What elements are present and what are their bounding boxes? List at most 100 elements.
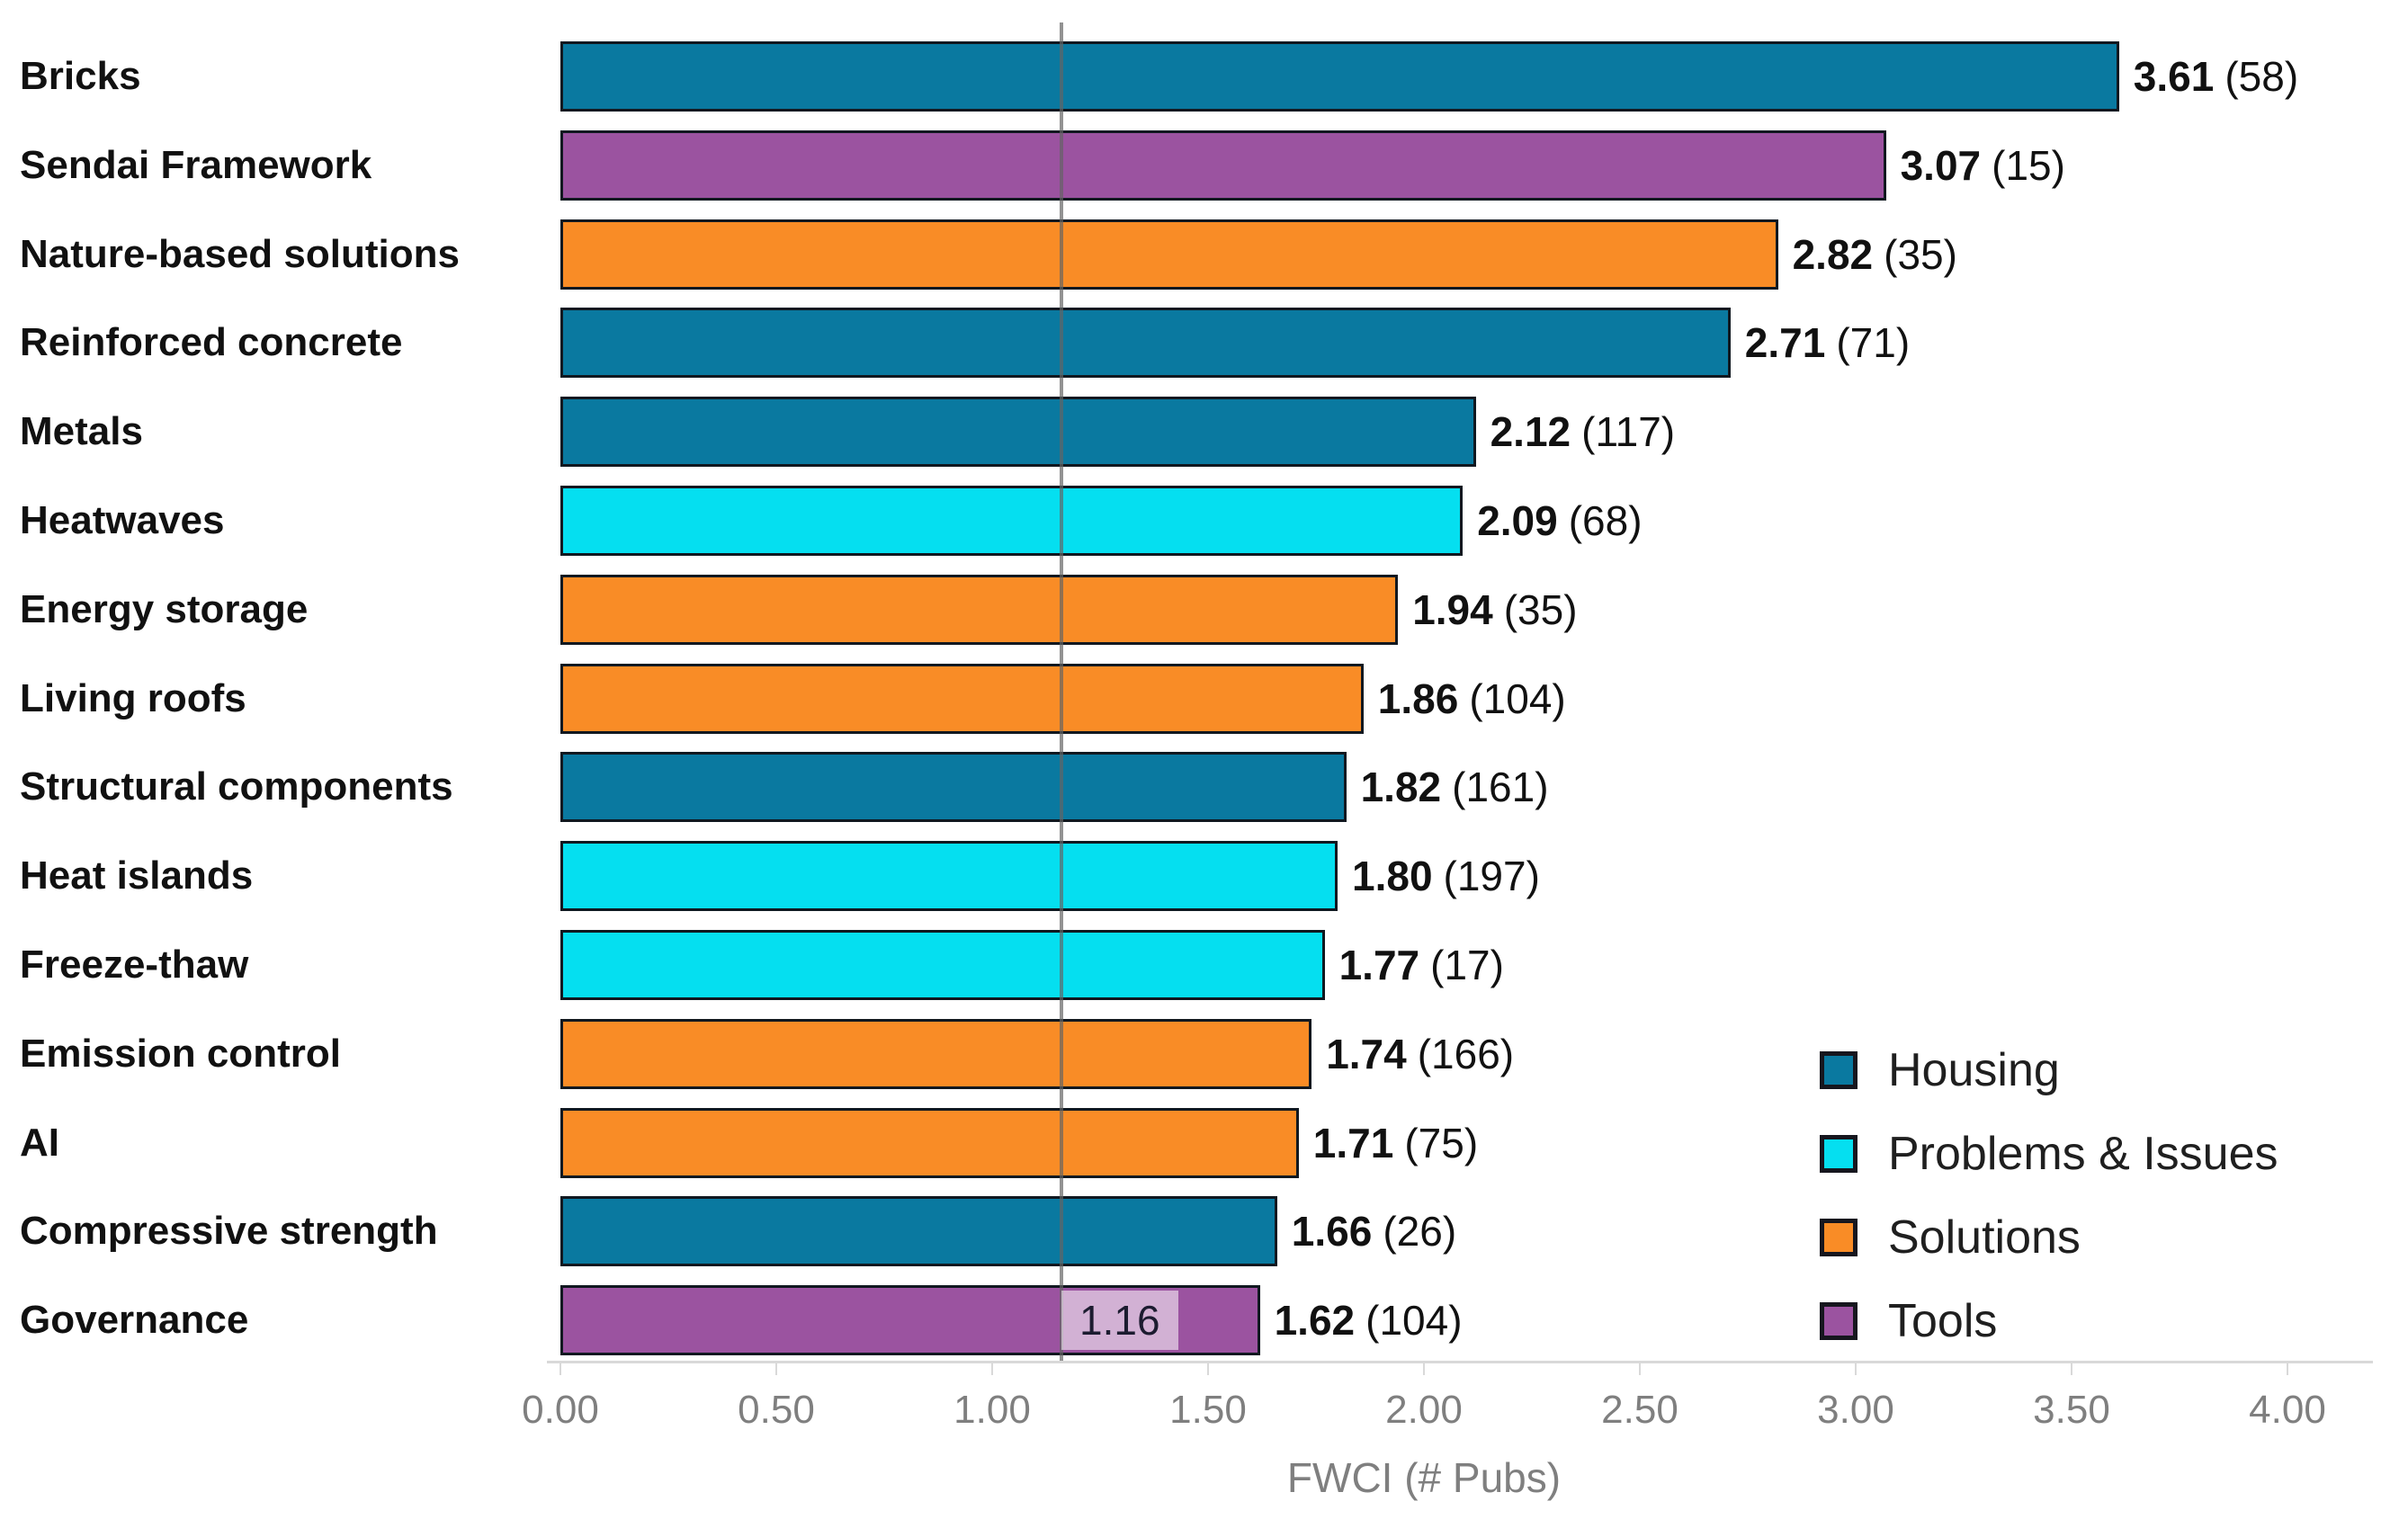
category-label: Compressive strength [20, 1209, 438, 1254]
value-number: 1.86 [1377, 675, 1459, 722]
category-label: Governance [20, 1298, 249, 1343]
x-tick-label: 2.00 [1385, 1388, 1463, 1432]
bar [560, 308, 1731, 379]
x-axis-line [547, 1361, 2373, 1363]
value-pub-count: (71) [1836, 319, 1911, 367]
legend-item: Problems & Issues [1820, 1127, 2278, 1181]
x-tick-label: 1.00 [953, 1388, 1031, 1432]
value-number: 1.82 [1360, 764, 1442, 811]
value-label: 2.09 (68) [1477, 486, 1642, 556]
legend-item: Solutions [1820, 1211, 2081, 1264]
bar [560, 397, 1476, 468]
legend-swatch-icon [1820, 1219, 1857, 1256]
x-tick-label: 3.50 [2033, 1388, 2110, 1432]
category-label: Nature-based solutions [20, 231, 460, 276]
bar [560, 663, 1364, 734]
legend-swatch-icon [1820, 1302, 1857, 1340]
value-label: 1.86 (104) [1378, 664, 1566, 734]
value-pub-count: (104) [1365, 1297, 1463, 1345]
value-label: 1.62 (104) [1275, 1285, 1463, 1355]
value-number: 2.09 [1477, 497, 1558, 544]
x-tick-label: 0.00 [522, 1388, 599, 1432]
category-label: Metals [20, 409, 143, 454]
category-label: Heat islands [20, 853, 254, 898]
value-number: 2.12 [1490, 408, 1571, 456]
bar [560, 130, 1886, 201]
bar [560, 1018, 1312, 1089]
x-tick-label: 4.00 [2249, 1388, 2326, 1432]
value-pub-count: (68) [1568, 497, 1643, 544]
x-tick-label: 0.50 [738, 1388, 815, 1432]
x-tick-mark [1207, 1361, 1209, 1375]
value-label: 2.71 (71) [1745, 308, 1910, 378]
value-pub-count: (17) [1430, 942, 1504, 988]
bar [560, 1196, 1277, 1267]
value-number: 1.94 [1412, 585, 1493, 633]
value-label: 1.77 (17) [1339, 930, 1504, 1000]
value-label: 1.71 (75) [1313, 1108, 1478, 1178]
value-pub-count: (75) [1404, 1119, 1479, 1166]
value-pub-count: (166) [1417, 1030, 1515, 1077]
value-number: 2.82 [1792, 230, 1874, 278]
value-number: 1.71 [1312, 1119, 1394, 1166]
value-number: 1.62 [1274, 1297, 1356, 1345]
value-pub-count: (26) [1383, 1208, 1457, 1255]
category-label: Living roofs [20, 675, 246, 720]
bar [560, 486, 1464, 556]
bar [560, 574, 1399, 645]
value-number: 1.77 [1338, 942, 1420, 988]
x-tick-mark [2287, 1361, 2288, 1375]
category-label: Bricks [20, 54, 141, 98]
x-tick-label: 3.00 [1817, 1388, 1894, 1432]
value-label: 2.82 (35) [1793, 219, 1957, 290]
value-label: 1.66 (26) [1292, 1196, 1456, 1266]
category-label: Freeze-thaw [20, 943, 249, 987]
value-pub-count: (161) [1452, 764, 1549, 811]
reference-line [1059, 22, 1063, 1361]
category-label: Sendai Framework [20, 142, 372, 187]
value-label: 3.61 (58) [2134, 41, 2298, 112]
bar [560, 41, 2119, 112]
category-label: Reinforced concrete [20, 320, 403, 365]
category-label: AI [20, 1120, 59, 1165]
category-label: Energy storage [20, 586, 309, 631]
legend-label: Housing [1888, 1044, 2060, 1096]
bar [560, 219, 1778, 290]
x-tick-mark [559, 1361, 561, 1375]
legend-label: Solutions [1888, 1211, 2081, 1264]
value-label: 1.82 (161) [1361, 752, 1549, 822]
x-tick-mark [1423, 1361, 1425, 1375]
value-pub-count: (35) [1884, 230, 1957, 278]
x-tick-mark [775, 1361, 777, 1375]
value-number: 1.74 [1326, 1030, 1407, 1077]
value-label: 1.94 (35) [1412, 575, 1577, 645]
x-axis-title: FWCI (# Pubs) [1286, 1454, 1562, 1501]
bar [560, 930, 1325, 1000]
x-tick-mark [2071, 1361, 2072, 1375]
value-pub-count: (35) [1503, 585, 1578, 633]
legend-item: Housing [1820, 1043, 2060, 1097]
bar [560, 1107, 1299, 1178]
legend-swatch-icon [1820, 1051, 1857, 1089]
reference-line-label: 1.16 [1061, 1291, 1178, 1351]
legend-label: Problems & Issues [1888, 1128, 2278, 1180]
value-pub-count: (197) [1443, 853, 1540, 900]
category-label: Structural components [20, 764, 453, 809]
x-tick-mark [1855, 1361, 1857, 1375]
value-number: 3.61 [2133, 53, 2215, 100]
legend-swatch-icon [1820, 1135, 1857, 1173]
legend-item: Tools [1820, 1294, 1997, 1348]
x-tick-label: 2.50 [1601, 1388, 1678, 1432]
bar [560, 841, 1338, 912]
value-number: 1.80 [1352, 853, 1433, 900]
value-label: 1.80 (197) [1352, 841, 1540, 911]
value-pub-count: (15) [1992, 141, 2065, 189]
value-pub-count: (104) [1469, 675, 1566, 722]
x-tick-mark [991, 1361, 993, 1375]
value-number: 2.71 [1744, 319, 1826, 367]
legend-label: Tools [1888, 1295, 1998, 1347]
bar [560, 752, 1347, 823]
value-label: 3.07 (15) [1901, 130, 2065, 201]
value-pub-count: (117) [1581, 408, 1676, 456]
